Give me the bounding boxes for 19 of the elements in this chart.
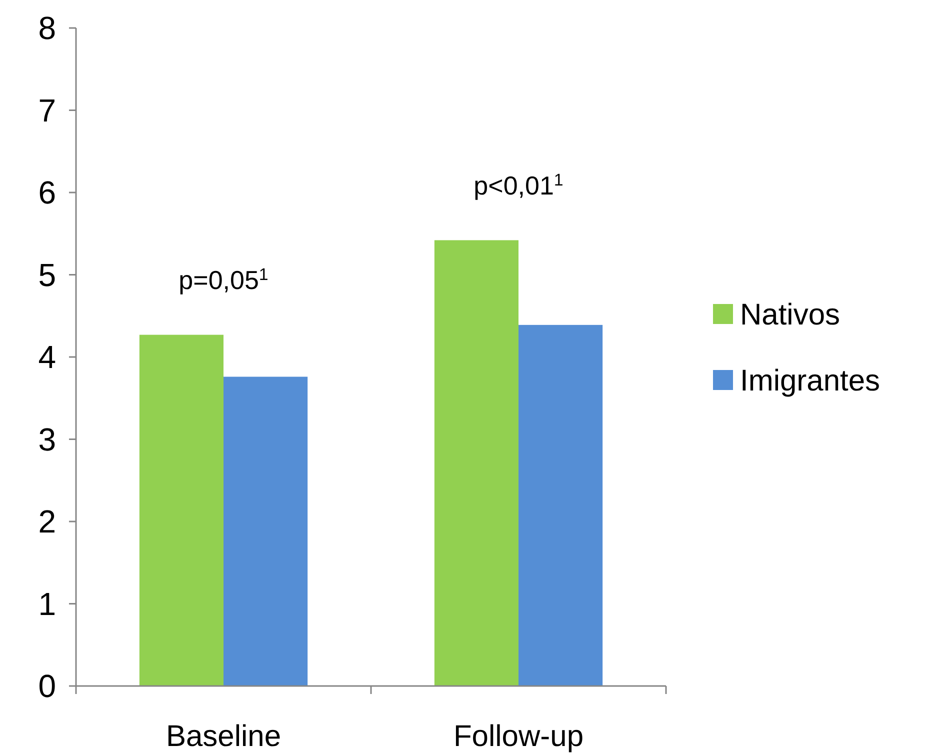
y-tick-label: 7 xyxy=(38,92,56,128)
y-tick-label: 6 xyxy=(38,174,56,211)
bar xyxy=(518,324,603,686)
legend-label: Nativos xyxy=(740,298,840,332)
bar xyxy=(224,376,308,686)
legend-label: Imigrantes xyxy=(740,364,880,398)
y-tick-label: 3 xyxy=(38,421,56,458)
y-tick-label: 4 xyxy=(38,339,56,376)
y-tick-label: 8 xyxy=(38,10,56,46)
y-tick-label: 2 xyxy=(38,504,56,540)
x-tick-label: Follow-up xyxy=(453,720,584,753)
y-tick-label: 5 xyxy=(38,256,56,293)
y-tick-label: 1 xyxy=(38,586,56,622)
bar xyxy=(139,334,224,686)
annotation: p=0,05$^{1}$ xyxy=(178,264,268,295)
annotation: p<0,01$^{1}$ xyxy=(474,170,564,200)
y-tick-label: 0 xyxy=(38,668,56,704)
bar xyxy=(434,240,518,686)
x-tick-label: Baseline xyxy=(166,720,282,753)
